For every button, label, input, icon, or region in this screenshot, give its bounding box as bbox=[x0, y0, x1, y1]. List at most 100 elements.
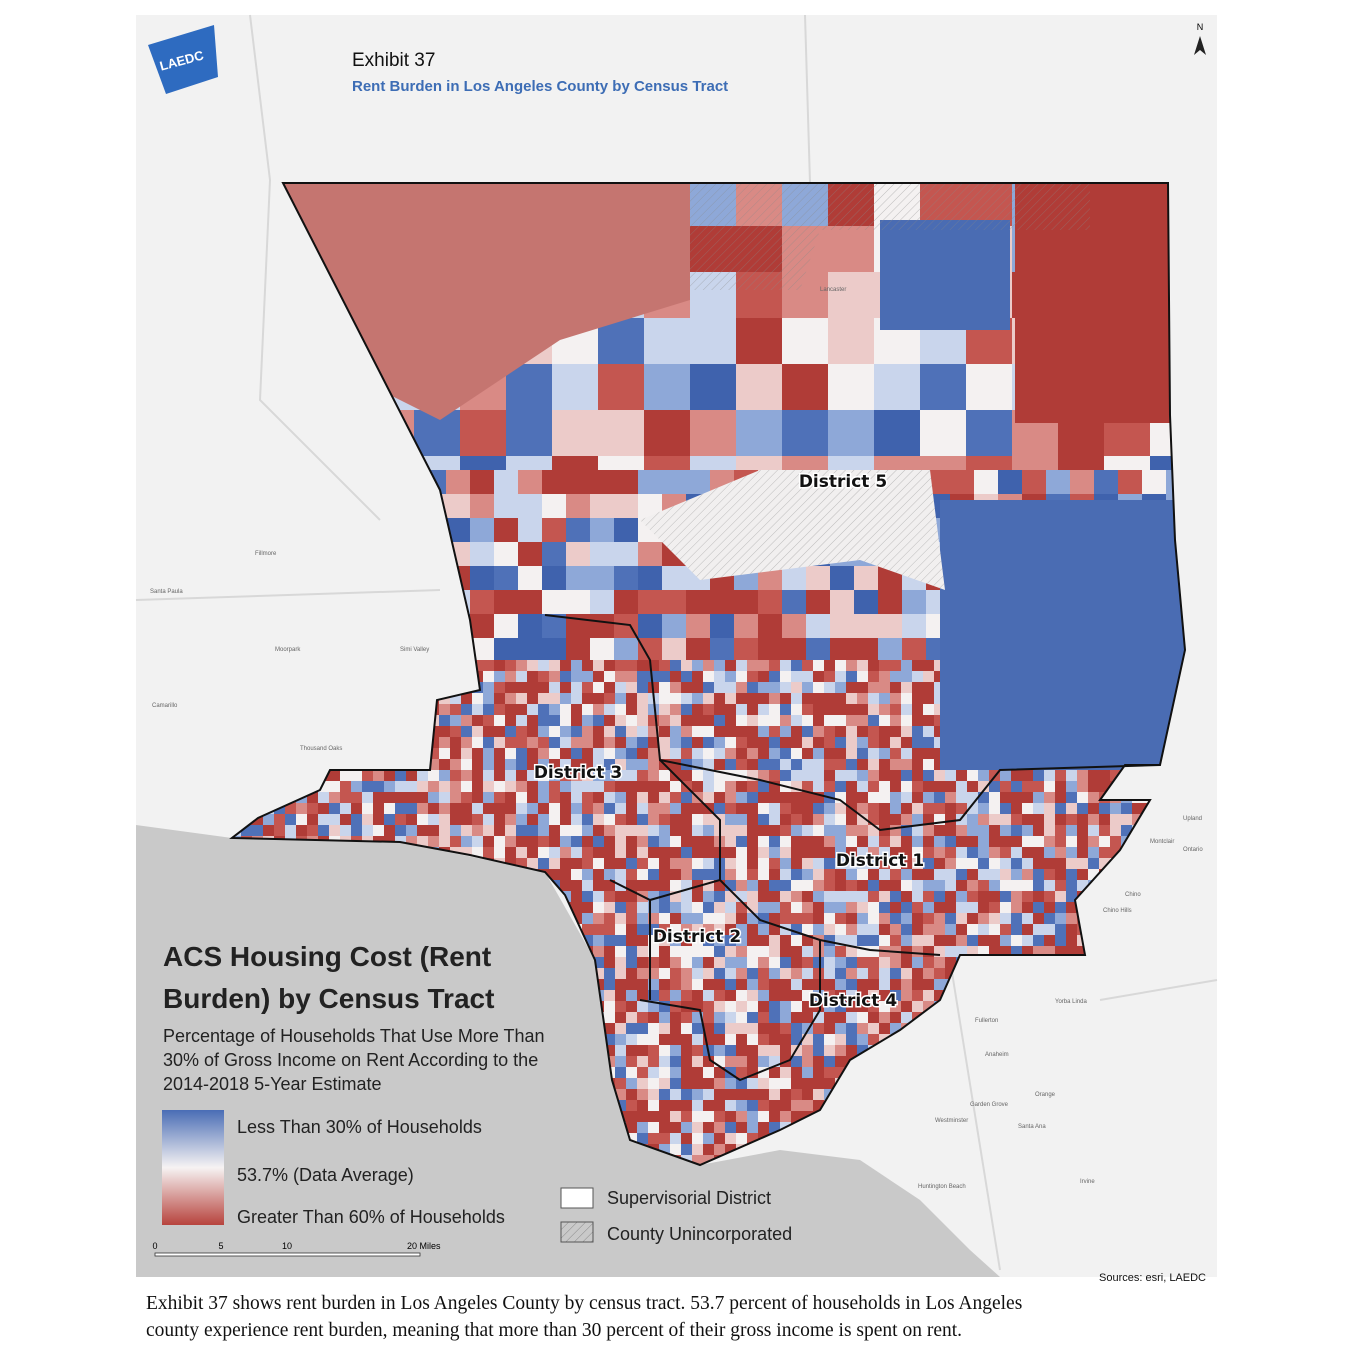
tract bbox=[615, 715, 627, 727]
tract bbox=[681, 814, 693, 826]
tract bbox=[1077, 814, 1089, 826]
tract bbox=[769, 781, 781, 793]
tract bbox=[505, 737, 517, 749]
tract bbox=[912, 759, 924, 771]
tract bbox=[703, 715, 715, 727]
tract bbox=[527, 803, 539, 815]
tract bbox=[725, 957, 737, 969]
tract bbox=[978, 880, 990, 892]
tract bbox=[989, 935, 1001, 947]
tract bbox=[1022, 935, 1034, 947]
tract bbox=[758, 814, 770, 826]
tract bbox=[1066, 935, 1078, 947]
tract bbox=[538, 825, 550, 837]
tract bbox=[857, 1034, 869, 1046]
tract bbox=[912, 979, 924, 991]
tract bbox=[736, 1045, 748, 1057]
tract bbox=[868, 902, 880, 914]
tract bbox=[1077, 880, 1089, 892]
tract bbox=[593, 858, 605, 870]
tract bbox=[747, 1078, 759, 1090]
tract bbox=[538, 770, 550, 782]
tract bbox=[934, 847, 946, 859]
tract bbox=[659, 990, 671, 1002]
tract bbox=[714, 1133, 726, 1145]
tract bbox=[690, 364, 737, 411]
tract bbox=[648, 715, 660, 727]
tract bbox=[791, 902, 803, 914]
tract bbox=[725, 737, 737, 749]
tract bbox=[472, 693, 484, 705]
tract bbox=[846, 1012, 858, 1024]
tract bbox=[835, 1056, 847, 1068]
tract bbox=[560, 682, 572, 694]
tract bbox=[604, 1001, 616, 1013]
tract bbox=[703, 1144, 715, 1156]
tract bbox=[835, 847, 847, 859]
tract bbox=[769, 1111, 781, 1123]
scale-label: 10 bbox=[282, 1241, 292, 1251]
tract bbox=[923, 737, 935, 749]
tract bbox=[978, 825, 990, 837]
tract bbox=[945, 847, 957, 859]
tract bbox=[747, 1034, 759, 1046]
tract bbox=[615, 759, 627, 771]
tract bbox=[1066, 891, 1078, 903]
tract bbox=[692, 1089, 704, 1101]
tract bbox=[516, 748, 528, 760]
tract bbox=[923, 869, 935, 881]
tract bbox=[406, 803, 418, 815]
tract bbox=[703, 671, 715, 683]
tract bbox=[912, 726, 924, 738]
tract bbox=[791, 1056, 803, 1068]
tract bbox=[659, 957, 671, 969]
tract bbox=[351, 803, 363, 815]
tract bbox=[417, 825, 429, 837]
tract bbox=[725, 935, 737, 947]
tract bbox=[747, 913, 759, 925]
tract bbox=[1011, 836, 1023, 848]
tract bbox=[470, 470, 495, 495]
tract bbox=[890, 693, 902, 705]
tract bbox=[637, 990, 649, 1002]
tract bbox=[1077, 869, 1089, 881]
tract bbox=[934, 902, 946, 914]
tract bbox=[912, 825, 924, 837]
logo-shape bbox=[148, 25, 218, 94]
tract bbox=[494, 518, 519, 543]
tract bbox=[472, 726, 484, 738]
tract bbox=[692, 858, 704, 870]
tract bbox=[637, 748, 649, 760]
tract bbox=[780, 946, 792, 958]
tract bbox=[1000, 836, 1012, 848]
tract bbox=[659, 671, 671, 683]
tract bbox=[901, 682, 913, 694]
tract bbox=[670, 1133, 682, 1145]
tract bbox=[626, 1111, 638, 1123]
tract bbox=[769, 814, 781, 826]
tract bbox=[945, 803, 957, 815]
tract bbox=[615, 792, 627, 804]
tract bbox=[857, 979, 869, 991]
tract bbox=[571, 869, 583, 881]
tract bbox=[659, 1001, 671, 1013]
tract bbox=[846, 759, 858, 771]
tract bbox=[857, 726, 869, 738]
tract bbox=[868, 913, 880, 925]
tract bbox=[395, 803, 407, 815]
tract bbox=[967, 880, 979, 892]
tract bbox=[747, 814, 759, 826]
tract bbox=[285, 803, 297, 815]
tract bbox=[945, 781, 957, 793]
tract bbox=[614, 566, 639, 591]
tract bbox=[681, 671, 693, 683]
tract bbox=[725, 726, 737, 738]
tract bbox=[923, 825, 935, 837]
tract bbox=[590, 470, 615, 495]
place-label: Moorpark bbox=[275, 647, 301, 653]
tract bbox=[692, 759, 704, 771]
tract bbox=[703, 704, 715, 716]
tract bbox=[912, 770, 924, 782]
tract bbox=[571, 704, 583, 716]
tract bbox=[714, 913, 726, 925]
